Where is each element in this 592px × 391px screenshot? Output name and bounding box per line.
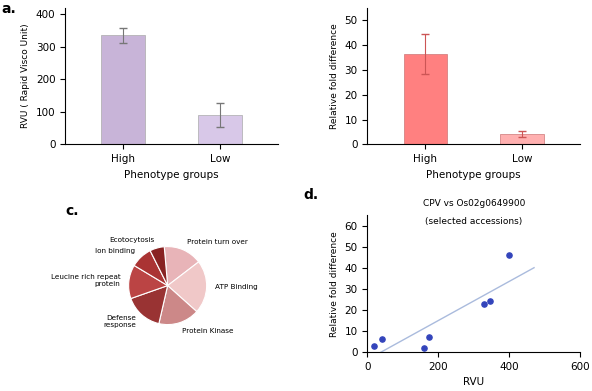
Wedge shape bbox=[134, 251, 168, 285]
Text: CPV vs Os02g0649900: CPV vs Os02g0649900 bbox=[423, 199, 525, 208]
Bar bbox=[500, 135, 544, 144]
Text: Ion binding: Ion binding bbox=[95, 248, 136, 254]
Point bbox=[424, 334, 434, 340]
Text: Leucine rich repeat
protein: Leucine rich repeat protein bbox=[50, 274, 120, 287]
Wedge shape bbox=[128, 265, 168, 299]
X-axis label: Phenotype groups: Phenotype groups bbox=[124, 170, 219, 179]
Text: Ecotocytosis: Ecotocytosis bbox=[110, 237, 155, 243]
Wedge shape bbox=[168, 262, 207, 312]
Bar bbox=[101, 36, 145, 144]
Wedge shape bbox=[131, 285, 168, 324]
Point bbox=[504, 252, 514, 258]
Text: Protein turn over: Protein turn over bbox=[187, 239, 247, 245]
Point bbox=[377, 336, 386, 343]
Point bbox=[419, 344, 429, 351]
X-axis label: RVU: RVU bbox=[463, 377, 484, 387]
Wedge shape bbox=[159, 285, 197, 325]
Point bbox=[369, 343, 379, 349]
Bar bbox=[198, 115, 242, 144]
Text: Defense
response: Defense response bbox=[103, 315, 136, 328]
Text: Protein Kinase: Protein Kinase bbox=[182, 328, 233, 334]
Wedge shape bbox=[164, 247, 199, 285]
Point bbox=[480, 300, 489, 307]
Text: (selected accessions): (selected accessions) bbox=[425, 217, 522, 226]
Point bbox=[485, 298, 494, 305]
Y-axis label: RVU ( Rapid Visco Unit): RVU ( Rapid Visco Unit) bbox=[21, 24, 30, 128]
Text: a.: a. bbox=[1, 2, 16, 16]
Wedge shape bbox=[150, 247, 168, 285]
Text: ATP Binding: ATP Binding bbox=[215, 284, 258, 291]
Bar bbox=[404, 54, 447, 144]
Text: d.: d. bbox=[304, 188, 318, 202]
Y-axis label: Relative fold difference: Relative fold difference bbox=[330, 23, 339, 129]
Y-axis label: Relative fold difference: Relative fold difference bbox=[330, 231, 339, 337]
Text: c.: c. bbox=[65, 204, 79, 219]
X-axis label: Phenotype groups: Phenotype groups bbox=[426, 170, 521, 179]
